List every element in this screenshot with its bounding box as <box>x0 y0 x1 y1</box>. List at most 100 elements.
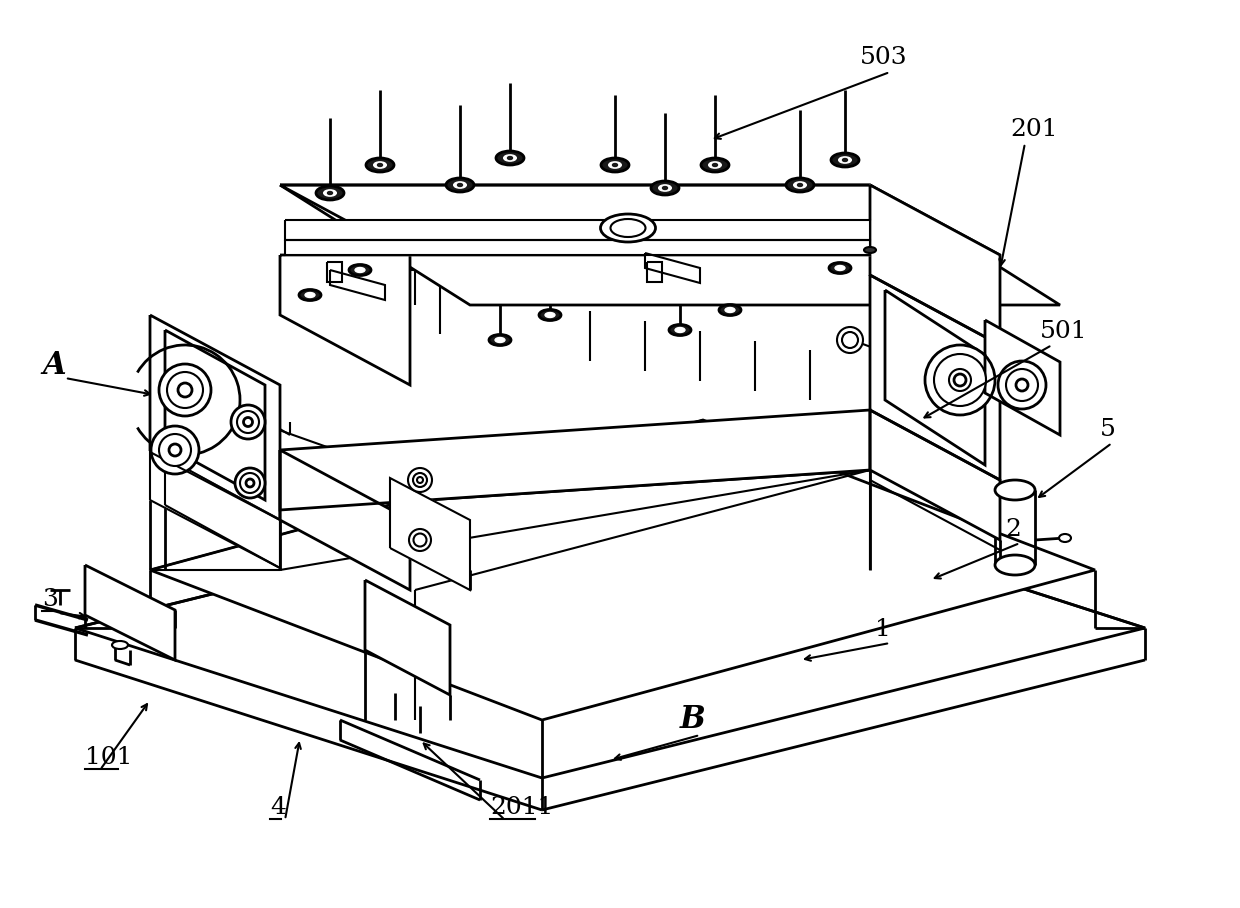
Ellipse shape <box>786 178 813 192</box>
Ellipse shape <box>409 529 432 551</box>
Ellipse shape <box>179 383 192 397</box>
Ellipse shape <box>299 290 321 301</box>
Polygon shape <box>150 315 280 520</box>
Polygon shape <box>280 185 999 255</box>
Polygon shape <box>74 478 1145 778</box>
Ellipse shape <box>1006 369 1038 401</box>
Ellipse shape <box>112 641 128 649</box>
Ellipse shape <box>408 468 432 492</box>
Text: 3: 3 <box>42 588 58 611</box>
Ellipse shape <box>446 178 474 192</box>
Polygon shape <box>870 410 999 540</box>
Ellipse shape <box>830 262 851 273</box>
Polygon shape <box>647 262 662 282</box>
Polygon shape <box>885 290 985 465</box>
Ellipse shape <box>662 186 667 190</box>
Polygon shape <box>165 457 280 568</box>
Ellipse shape <box>373 162 387 168</box>
Polygon shape <box>327 262 342 282</box>
Ellipse shape <box>413 534 427 547</box>
Polygon shape <box>150 420 1095 720</box>
Polygon shape <box>870 185 999 345</box>
Ellipse shape <box>842 159 847 162</box>
Ellipse shape <box>797 183 802 186</box>
Text: B: B <box>680 705 706 735</box>
Ellipse shape <box>377 163 382 166</box>
Ellipse shape <box>243 418 253 427</box>
Polygon shape <box>985 320 1060 435</box>
Polygon shape <box>391 478 470 590</box>
Ellipse shape <box>324 190 336 196</box>
Ellipse shape <box>613 163 618 166</box>
Polygon shape <box>280 185 1060 305</box>
Ellipse shape <box>151 426 198 474</box>
Ellipse shape <box>503 155 516 161</box>
Ellipse shape <box>994 555 1035 575</box>
Ellipse shape <box>701 158 729 172</box>
Ellipse shape <box>231 405 265 439</box>
Ellipse shape <box>237 411 259 433</box>
Ellipse shape <box>159 364 211 416</box>
Polygon shape <box>645 253 701 283</box>
Text: 501: 501 <box>1040 321 1087 343</box>
Polygon shape <box>285 220 870 240</box>
Ellipse shape <box>610 219 646 237</box>
Ellipse shape <box>507 156 512 160</box>
Ellipse shape <box>458 183 463 186</box>
Ellipse shape <box>539 310 560 321</box>
Ellipse shape <box>413 473 427 487</box>
Ellipse shape <box>651 181 680 195</box>
Text: 2: 2 <box>1004 518 1021 541</box>
Ellipse shape <box>949 369 971 391</box>
Polygon shape <box>280 450 410 590</box>
Ellipse shape <box>670 324 691 335</box>
Ellipse shape <box>719 304 742 315</box>
Ellipse shape <box>837 327 863 353</box>
Ellipse shape <box>601 158 629 172</box>
Text: 503: 503 <box>861 46 908 70</box>
Ellipse shape <box>675 328 684 332</box>
Ellipse shape <box>925 345 994 415</box>
Text: 1: 1 <box>875 618 890 641</box>
Ellipse shape <box>838 157 852 163</box>
Polygon shape <box>330 270 384 300</box>
Ellipse shape <box>1016 379 1028 391</box>
Ellipse shape <box>348 264 371 275</box>
Ellipse shape <box>236 468 265 498</box>
Polygon shape <box>150 452 280 568</box>
Ellipse shape <box>600 214 656 242</box>
Ellipse shape <box>609 162 621 168</box>
Polygon shape <box>285 240 870 255</box>
Ellipse shape <box>169 444 181 456</box>
Ellipse shape <box>842 332 858 348</box>
Ellipse shape <box>713 163 718 166</box>
Text: 5: 5 <box>1100 419 1116 441</box>
Ellipse shape <box>954 374 966 386</box>
Ellipse shape <box>454 182 466 188</box>
Polygon shape <box>86 565 175 660</box>
Ellipse shape <box>709 162 722 168</box>
Text: A: A <box>42 350 66 380</box>
Ellipse shape <box>658 185 671 192</box>
Ellipse shape <box>831 153 859 167</box>
Ellipse shape <box>725 308 735 312</box>
Ellipse shape <box>417 477 423 483</box>
Ellipse shape <box>241 473 260 493</box>
Ellipse shape <box>316 186 343 200</box>
Ellipse shape <box>246 479 254 487</box>
Ellipse shape <box>159 434 191 466</box>
Ellipse shape <box>489 334 511 346</box>
Ellipse shape <box>305 292 315 298</box>
Ellipse shape <box>327 192 332 194</box>
Polygon shape <box>365 580 450 695</box>
Polygon shape <box>280 255 410 385</box>
Polygon shape <box>165 330 265 500</box>
Ellipse shape <box>355 268 365 272</box>
Ellipse shape <box>998 361 1047 409</box>
Ellipse shape <box>546 312 556 318</box>
Ellipse shape <box>495 338 505 342</box>
Ellipse shape <box>994 480 1035 500</box>
Ellipse shape <box>167 372 203 408</box>
Polygon shape <box>280 410 870 510</box>
Ellipse shape <box>835 265 844 271</box>
